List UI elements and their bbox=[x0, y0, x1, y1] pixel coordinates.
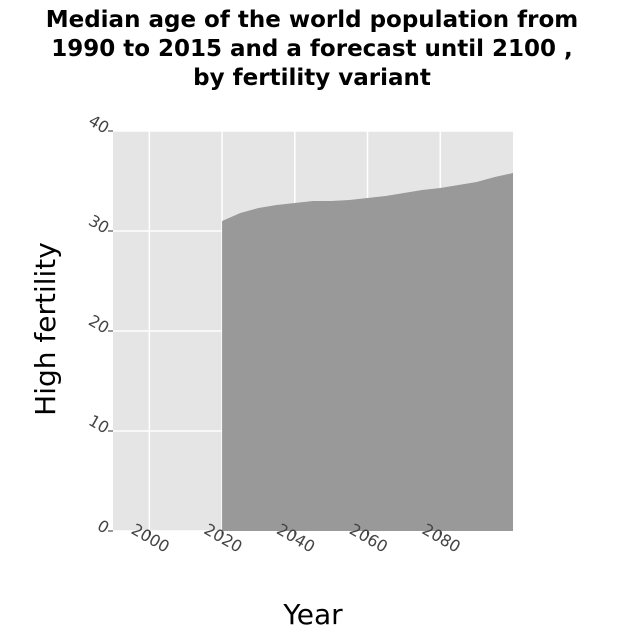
y-tick-label-4: 40 bbox=[85, 111, 112, 138]
y-tick-label-1: 10 bbox=[85, 411, 112, 438]
y-axis-title: High fertility bbox=[29, 242, 62, 416]
y-tick-label-0: 0 bbox=[94, 516, 112, 538]
y-tick-label-3: 30 bbox=[85, 211, 112, 238]
y-axis-ticks: 0 10 20 30 40 bbox=[85, 111, 113, 538]
area-series-high-fertility bbox=[222, 173, 513, 531]
chart-title: Median age of the world population from … bbox=[45, 7, 579, 91]
x-axis-title: Year bbox=[282, 598, 343, 631]
y-tick-label-2: 20 bbox=[85, 311, 112, 338]
